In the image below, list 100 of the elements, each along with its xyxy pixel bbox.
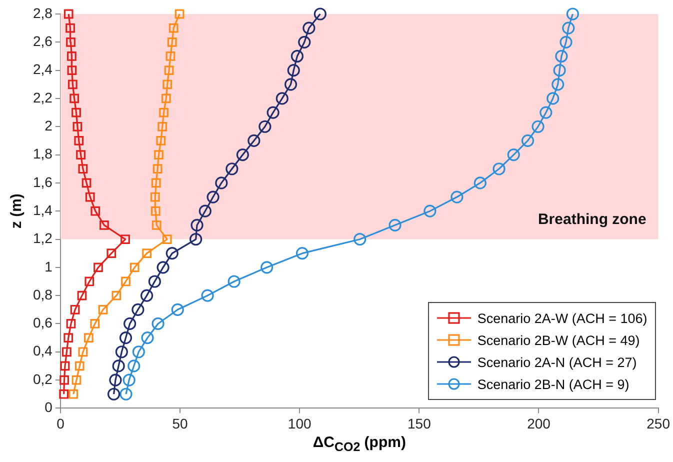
- point: [226, 162, 238, 176]
- point: [314, 8, 326, 20]
- point: [166, 52, 176, 61]
- point: [100, 220, 109, 230]
- point: [120, 234, 130, 244]
- point: [162, 234, 172, 244]
- point: [168, 23, 178, 33]
- point: [154, 150, 164, 160]
- point: [76, 150, 86, 160]
- x-tick-label: 100: [288, 415, 312, 432]
- point: [78, 347, 88, 357]
- point: [156, 261, 170, 274]
- x-tick-label: 250: [646, 415, 670, 432]
- point: [59, 389, 68, 399]
- point: [450, 190, 464, 204]
- point: [121, 276, 130, 286]
- y-tick-label: 0,2: [32, 370, 53, 387]
- y-tick-label: 2,8: [32, 4, 53, 21]
- point: [98, 304, 108, 314]
- point: [120, 388, 132, 400]
- x-tick-label: 50: [172, 415, 188, 432]
- point: [164, 66, 174, 76]
- point: [258, 120, 272, 133]
- point: [284, 78, 298, 91]
- point: [546, 92, 560, 105]
- point: [290, 50, 304, 63]
- point: [167, 37, 177, 47]
- point: [151, 178, 161, 188]
- point: [77, 290, 87, 300]
- point: [112, 290, 122, 300]
- y-tick-label: 0,8: [32, 286, 53, 302]
- y-tick-label: 2,2: [32, 89, 53, 106]
- point: [302, 22, 316, 34]
- y-tick-label: 1,4: [32, 202, 53, 218]
- point: [62, 347, 72, 357]
- point: [190, 218, 204, 232]
- point: [66, 23, 75, 33]
- point: [424, 204, 436, 218]
- y-tick-label: 0: [44, 399, 53, 416]
- point: [68, 80, 78, 90]
- point: [140, 289, 154, 302]
- point: [174, 9, 184, 19]
- point: [162, 80, 172, 90]
- point: [562, 22, 575, 34]
- point: [159, 108, 168, 118]
- point: [198, 204, 212, 218]
- point: [266, 106, 280, 119]
- point: [215, 176, 228, 190]
- point: [166, 247, 178, 260]
- point: [521, 134, 534, 148]
- point: [68, 389, 78, 399]
- point: [90, 206, 100, 216]
- point: [474, 176, 486, 190]
- point: [66, 319, 76, 328]
- point: [492, 162, 506, 176]
- point: [148, 275, 161, 288]
- x-tick-label: 150: [408, 415, 432, 432]
- point: [109, 374, 122, 386]
- point: [119, 332, 132, 344]
- point: [94, 262, 103, 272]
- point: [555, 50, 568, 63]
- point: [141, 332, 154, 344]
- point: [72, 375, 82, 385]
- legend-label: Scenario 2B-N (ACH = 9): [477, 376, 630, 392]
- legend-label: Scenario 2A-W (ACH = 106): [477, 310, 648, 326]
- y-axis-title: z (m): [8, 194, 26, 229]
- point: [248, 134, 260, 148]
- point: [296, 247, 309, 260]
- point: [112, 360, 125, 372]
- point: [132, 303, 144, 316]
- point: [64, 9, 74, 19]
- point: [150, 192, 160, 202]
- point: [122, 374, 136, 386]
- point: [74, 136, 84, 146]
- point: [161, 94, 171, 104]
- y-tick-label: 2,4: [32, 61, 53, 78]
- point: [66, 37, 76, 47]
- point: [67, 66, 77, 76]
- point: [532, 120, 544, 133]
- point: [107, 388, 120, 400]
- point: [388, 218, 402, 232]
- point: [354, 232, 366, 246]
- point: [64, 333, 74, 342]
- point: [298, 36, 311, 48]
- point: [142, 248, 152, 258]
- x-tick-label: 200: [527, 415, 551, 432]
- x-axis-title: ΔC$_{CO2}$ (ppm): [312, 434, 406, 454]
- point: [560, 36, 572, 48]
- point: [115, 346, 128, 358]
- point: [507, 148, 520, 162]
- point: [85, 192, 95, 202]
- y-tick-label: 2,6: [32, 33, 53, 50]
- point: [128, 360, 140, 372]
- point: [276, 92, 288, 105]
- point: [124, 317, 136, 330]
- point: [540, 106, 552, 119]
- point: [228, 275, 240, 288]
- y-tick-label: 1,6: [32, 174, 53, 190]
- point: [130, 262, 140, 272]
- point: [152, 164, 162, 174]
